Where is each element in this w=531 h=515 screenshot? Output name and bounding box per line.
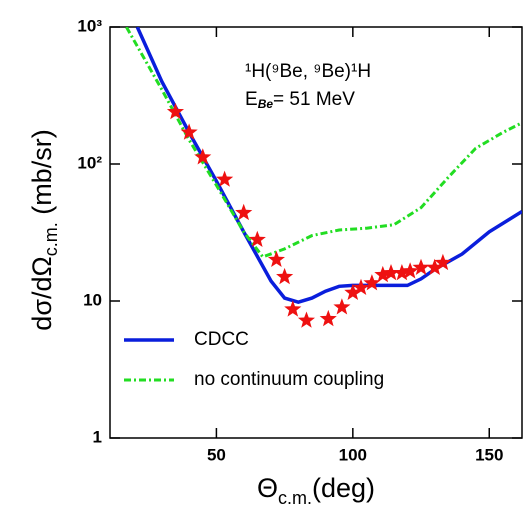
data-point: [412, 258, 430, 275]
data-point: [216, 170, 234, 187]
data-point: [319, 309, 337, 327]
y-axis-title-part: dσ/dΩ: [27, 256, 57, 330]
data-point: [235, 203, 253, 221]
x-tick-label: 150: [475, 445, 503, 464]
y-tick-label: 10²: [77, 153, 102, 172]
annotation-part: Be: [258, 97, 274, 111]
data-point: [434, 253, 452, 271]
data-point: [297, 311, 315, 328]
data-point: [363, 274, 381, 291]
y-tick-label: 10³: [77, 16, 102, 35]
data-point: [382, 264, 400, 281]
data-point: [374, 265, 392, 283]
data-point: [276, 267, 294, 285]
x-axis-title-part: c.m.: [278, 488, 312, 508]
data-point: [180, 123, 198, 140]
data-point: [267, 250, 285, 267]
y-axis-title: dσ/dΩc.m. (mb/sr): [27, 129, 61, 330]
line-series: [125, 27, 522, 259]
annotation: EBe= 51 MeV: [245, 89, 355, 111]
annotation-part: = 51 MeV: [273, 89, 355, 110]
legend-label: no continuum coupling: [194, 369, 384, 390]
y-axis-title-part: (mb/sr): [27, 129, 57, 222]
data-point: [194, 148, 212, 165]
x-tick-label: 50: [207, 445, 226, 464]
data-point: [393, 264, 411, 281]
y-tick-label: 1: [93, 427, 102, 446]
plot-area: [125, 27, 522, 328]
x-axis-title-part: (deg): [312, 473, 375, 503]
x-tick-label: 100: [339, 445, 367, 464]
annotation: ¹H(⁹Be, ⁹Be)¹H: [245, 61, 371, 82]
legend-label: CDCC: [194, 329, 249, 350]
data-point: [333, 298, 351, 315]
data-point: [344, 283, 362, 300]
data-point: [166, 102, 184, 120]
plot-frame: [109, 26, 523, 439]
data-point: [426, 258, 444, 275]
y-axis-title-part: c.m.: [41, 222, 61, 256]
data-point: [284, 300, 302, 317]
x-axis-title: Θc.m.(deg): [257, 473, 375, 508]
data-point: [401, 262, 419, 279]
y-tick-label: 10: [83, 290, 102, 309]
annotation-part: E: [245, 89, 258, 110]
data-point: [248, 230, 266, 247]
x-axis-title-part: Θ: [257, 473, 278, 503]
data-point: [352, 278, 370, 295]
